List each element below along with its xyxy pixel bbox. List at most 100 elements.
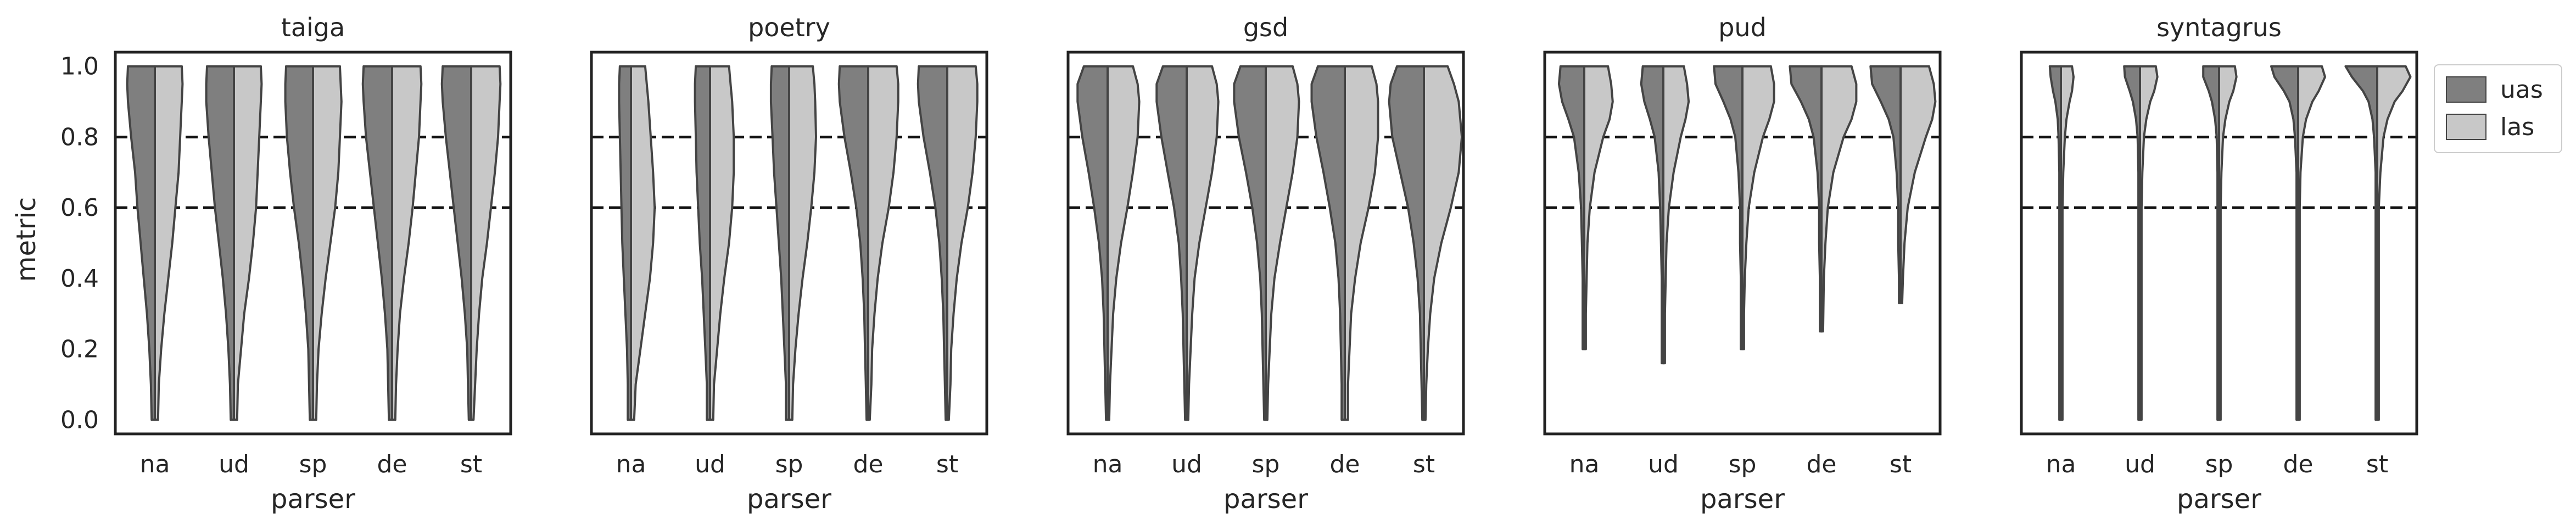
violin-ud (1155, 65, 1220, 421)
violin-half-las-sp (2218, 65, 2238, 421)
x-tick-label-sp: sp (299, 450, 327, 478)
violin-half-las-de (391, 65, 423, 421)
x-tick-label-de: de (1807, 450, 1837, 478)
violin-half-las-sp (1741, 65, 1775, 350)
x-tick-label-na: na (140, 450, 170, 478)
violin-st (1388, 65, 1463, 421)
plot-frame (114, 51, 512, 436)
y-tick-label-1.0: 1.0 (60, 53, 99, 81)
panel-syntagrus: syntagrus na ud sp de st parser (2020, 13, 2418, 515)
violin-de (1310, 65, 1379, 421)
violin-half-uas-st (917, 65, 948, 421)
x-tick-label-ud: ud (695, 450, 725, 478)
violin-half-las-ud (1662, 65, 1690, 365)
violin-half-las-na (1583, 65, 1614, 350)
violin-de (1789, 65, 1858, 333)
violin-half-las-na (1107, 65, 1141, 421)
violin-half-las-sp (1265, 65, 1300, 421)
panel-title: poetry (748, 13, 830, 42)
violin-half-uas-na (126, 65, 156, 421)
violin-half-uas-de (1789, 65, 1823, 333)
y-tick-label-0.6: 0.6 (60, 194, 99, 222)
x-tick-label-st: st (460, 450, 482, 478)
x-axis-label: parser (271, 484, 355, 515)
plot-frame (1066, 51, 1465, 436)
violin-half-las-na (2060, 65, 2075, 421)
violin-half-uas-na (1076, 65, 1109, 421)
x-tick-label-na: na (1569, 450, 1600, 478)
y-axis-label: metric (11, 197, 42, 282)
violin-half-uas-na (2048, 65, 2062, 421)
violin-de (837, 65, 899, 421)
violin-half-las-st (1423, 65, 1463, 421)
plot-frame (1543, 51, 1942, 436)
x-axis-label: parser (747, 484, 831, 515)
violin-half-las-de (1820, 65, 1858, 333)
violin-na (126, 65, 184, 421)
plot-frame (590, 51, 988, 436)
violin-sp (284, 65, 343, 421)
violin-na (1557, 65, 1614, 350)
x-tick-label-st: st (936, 450, 958, 478)
violin-de (361, 65, 423, 421)
violin-half-las-ud (2139, 65, 2159, 421)
violin-half-las-st (946, 65, 979, 421)
legend-swatch-las (2446, 114, 2486, 140)
violin-half-uas-na (618, 65, 632, 421)
x-tick-label-de: de (853, 450, 884, 478)
violin-half-las-de (867, 65, 899, 421)
legend: uas las (2434, 64, 2562, 153)
violin-half-uas-ud (1155, 65, 1188, 421)
panel-taiga: taiga na ud sp de st parser 0.0 0.2 0.4 0.6 0.8 1.0 (60, 13, 512, 515)
x-tick-label-na: na (616, 450, 646, 478)
violin-half-uas-sp (1713, 65, 1744, 350)
violin-st (2344, 65, 2412, 421)
violin-half-uas-st (1388, 65, 1425, 421)
panel-gsd: gsd na ud sp de st parser (1066, 13, 1465, 515)
violin-half-las-sp (788, 65, 817, 421)
violin-half-uas-de (2270, 65, 2299, 421)
x-tick-label-ud: ud (1171, 450, 1202, 478)
violin-half-uas-sp (284, 65, 314, 421)
x-axis-label: parser (2177, 484, 2261, 515)
x-tick-label-na: na (2046, 450, 2076, 478)
violin-half-las-sp (312, 65, 343, 421)
x-tick-label-sp: sp (2205, 450, 2233, 478)
violin-half-las-ud (233, 65, 263, 421)
x-tick-label-ud: ud (2125, 450, 2155, 478)
x-tick-label-sp: sp (775, 450, 803, 478)
violin-half-uas-sp (769, 65, 790, 421)
violin-na (618, 65, 656, 421)
violin-half-uas-ud (694, 65, 711, 421)
legend-swatch-uas (2446, 76, 2486, 103)
panels-group: taiga na ud sp de st parser 0.0 0.2 0.4 0.6 0.8 1.0 p… (60, 13, 2418, 515)
plot-frame (2020, 51, 2418, 436)
panel-title: pud (1718, 13, 1767, 42)
panel-title: taiga (281, 13, 345, 42)
x-axis-label: parser (1223, 484, 1308, 515)
x-tick-label-sp: sp (1252, 450, 1280, 478)
violin-st (917, 65, 979, 421)
y-tick-label-0.8: 0.8 (60, 123, 99, 151)
x-tick-label-st: st (1413, 450, 1435, 478)
violin-half-las-st (2376, 65, 2412, 421)
violin-half-uas-na (1557, 65, 1585, 350)
violin-na (2048, 65, 2075, 421)
x-tick-label-de: de (1330, 450, 1360, 478)
x-tick-label-ud: ud (219, 450, 249, 478)
panel-title: gsd (1243, 13, 1288, 42)
violin-st (1869, 65, 1937, 304)
violin-de (2270, 65, 2326, 421)
violin-na (1076, 65, 1141, 421)
x-axis-label: parser (1700, 484, 1785, 515)
violin-half-las-st (1899, 65, 1937, 304)
violin-sp (1233, 65, 1300, 421)
violin-half-uas-de (361, 65, 393, 421)
violin-sp (1713, 65, 1775, 350)
violin-half-uas-ud (205, 65, 235, 421)
x-tick-label-ud: ud (1648, 450, 1679, 478)
x-tick-label-de: de (377, 450, 407, 478)
violin-half-uas-de (1310, 65, 1346, 421)
violin-half-uas-st (2344, 65, 2378, 421)
